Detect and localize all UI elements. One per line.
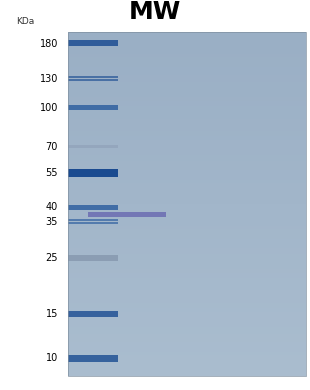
Bar xyxy=(68,205,118,210)
Bar xyxy=(68,43,118,46)
Text: 35: 35 xyxy=(46,217,58,227)
Text: 70: 70 xyxy=(46,142,58,152)
Text: 130: 130 xyxy=(40,74,58,84)
Bar xyxy=(68,105,118,110)
Text: 40: 40 xyxy=(46,202,58,213)
Text: MW: MW xyxy=(129,0,181,24)
Text: 100: 100 xyxy=(40,103,58,113)
Text: 180: 180 xyxy=(40,39,58,49)
Bar xyxy=(68,79,118,82)
Bar xyxy=(68,76,118,78)
Bar xyxy=(68,222,118,224)
Text: 10: 10 xyxy=(46,353,58,363)
Bar xyxy=(88,212,166,217)
Text: 55: 55 xyxy=(46,168,58,178)
Bar xyxy=(68,255,118,261)
Bar xyxy=(68,145,118,148)
Text: 25: 25 xyxy=(46,254,58,264)
Bar xyxy=(68,39,118,43)
Bar xyxy=(68,32,306,376)
Bar xyxy=(68,169,118,177)
Text: KDa: KDa xyxy=(16,18,34,27)
Bar xyxy=(68,219,118,221)
Text: 15: 15 xyxy=(46,309,58,319)
Bar xyxy=(68,311,118,317)
Bar xyxy=(68,355,118,362)
